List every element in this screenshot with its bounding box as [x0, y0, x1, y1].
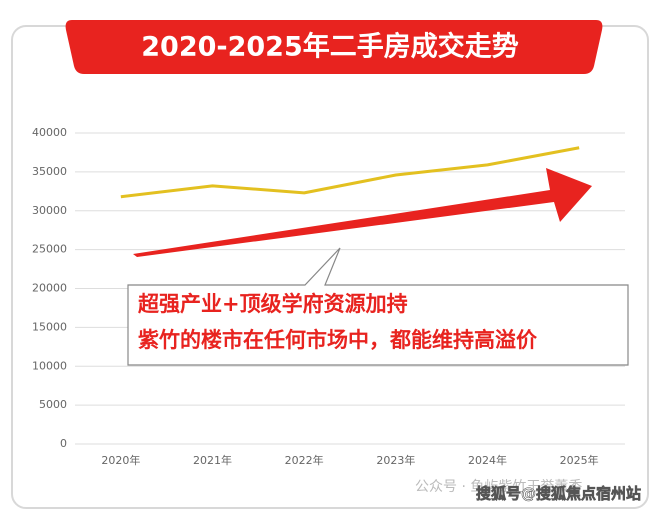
y-tick-label: 35000: [32, 165, 67, 178]
x-tick-label: 2020年: [101, 453, 140, 467]
annotation-box: [127, 247, 629, 366]
line: [120, 146, 580, 199]
annotation: 紫竹的楼市在任何市场中，都能维持高溢价: [138, 328, 538, 352]
y-tick-label: 30000: [32, 204, 67, 217]
watermark: 搜狐号@搜狐焦点宿州站: [476, 485, 641, 503]
chart-title: 2020-2025年二手房成交走势: [141, 31, 519, 63]
annotation: 超强产业+顶级学府资源加持: [138, 292, 408, 316]
trend-arrow: [133, 168, 592, 257]
y-tick-label: 10000: [32, 359, 67, 372]
y-tick-label: 20000: [32, 282, 67, 295]
x-tick-label: 2024年: [468, 453, 507, 467]
watermark: 公众号 · 鱼屿紫竹王誉薰香: [415, 478, 582, 495]
x-tick-label: 2025年: [560, 453, 599, 467]
title-banner: [65, 20, 603, 74]
x-tick-label: 2023年: [376, 453, 415, 467]
x-tick-label: 2021年: [193, 453, 232, 467]
y-tick-label: 25000: [32, 243, 67, 256]
y-tick-label: 0: [60, 437, 67, 450]
x-tick-label: 2022年: [285, 453, 324, 467]
y-tick-label: 40000: [32, 126, 67, 139]
y-tick-label: 15000: [32, 320, 67, 333]
y-tick-label: 5000: [39, 398, 67, 411]
